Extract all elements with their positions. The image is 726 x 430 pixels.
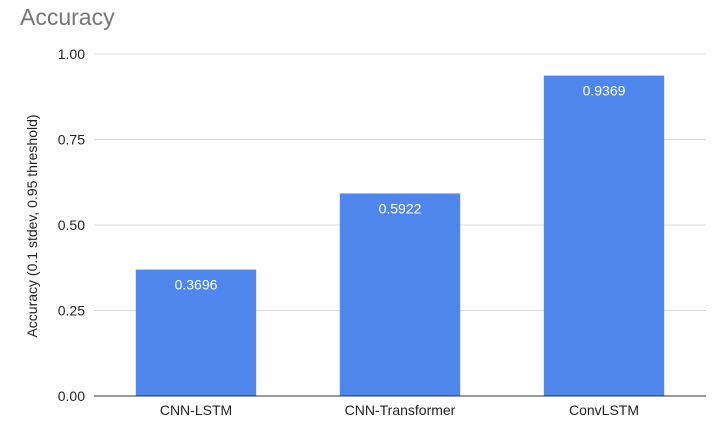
y-axis-title: Accuracy (0.1 stdev, 0.95 threshold) (24, 114, 40, 337)
y-tick-label: 0.50 (58, 217, 85, 233)
axes: 0.00 0.25 0.50 0.75 1.00 CNN-LSTM CNN-Transfor… (58, 46, 706, 418)
bar-cnn-transformer (339, 193, 461, 396)
bars: 0.3696 0.5922 0.9369 (135, 75, 665, 396)
x-tick-label: CNN-LSTM (160, 402, 232, 418)
y-tick-label: 0.00 (58, 388, 85, 404)
y-tick-label: 0.75 (58, 132, 85, 148)
x-tick-label: ConvLSTM (569, 402, 639, 418)
y-tick-label: 0.25 (58, 303, 85, 319)
bar-convlstm (543, 75, 665, 396)
bar-cnn-lstm (135, 269, 257, 396)
data-label: 0.3696 (175, 277, 218, 293)
y-tick-label: 1.00 (58, 46, 85, 62)
x-tick-label: CNN-Transformer (345, 402, 456, 418)
data-label: 0.9369 (583, 83, 626, 99)
chart-title: Accuracy (20, 4, 115, 30)
data-label: 0.5922 (379, 200, 422, 216)
